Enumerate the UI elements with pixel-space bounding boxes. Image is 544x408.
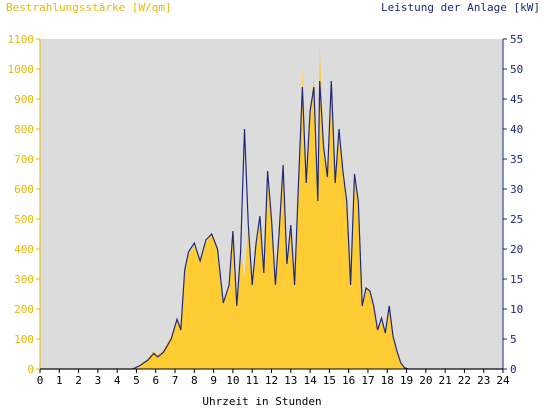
right-tick-label: 10 [510, 303, 523, 316]
x-tick-label: 5 [133, 374, 140, 387]
x-tick-label: 20 [419, 374, 432, 387]
x-tick-label: 7 [172, 374, 179, 387]
left-axis-label: Bestrahlungsstärke [W/qm] [6, 1, 172, 14]
x-tick-label: 24 [496, 374, 510, 387]
left-tick-label: 300 [14, 273, 34, 286]
left-tick-label: 500 [14, 213, 34, 226]
right-tick-label: 35 [510, 153, 523, 166]
x-tick-label: 6 [152, 374, 159, 387]
right-tick-label: 55 [510, 33, 523, 46]
x-tick-label: 10 [226, 374, 239, 387]
x-tick-label: 15 [323, 374, 336, 387]
series-layer [40, 45, 503, 370]
left-tick-label: 800 [14, 123, 34, 136]
right-tick-label: 15 [510, 273, 523, 286]
left-tick-label: 1000 [8, 63, 35, 76]
left-tick-label: 0 [27, 363, 34, 376]
x-tick-label: 1 [56, 374, 63, 387]
x-tick-label: 17 [361, 374, 374, 387]
right-axis-label: Leistung der Anlage [kW] [381, 1, 540, 14]
left-tick-label: 400 [14, 243, 34, 256]
x-tick-label: 19 [400, 374, 413, 387]
axes-layer: 0 1 2 3 4 5 6 7 8 9 10 11 12 13 14 15 16 17 18 19 20 21 22 23 24… [8, 33, 524, 387]
x-tick-label: 14 [303, 374, 317, 387]
left-tick-label: 900 [14, 93, 34, 106]
right-tick-label: 45 [510, 93, 523, 106]
left-tick-label: 600 [14, 183, 34, 196]
x-tick-label: 4 [114, 374, 121, 387]
x-tick-label: 8 [191, 374, 198, 387]
left-tick-label: 1100 [8, 33, 35, 46]
x-axis-title: Uhrzeit in Stunden [202, 395, 321, 408]
left-tick-label: 100 [14, 333, 34, 346]
right-tick-label: 25 [510, 213, 523, 226]
power-line [40, 80, 503, 370]
x-tick-label: 2 [75, 374, 82, 387]
right-tick-label: 5 [510, 333, 517, 346]
right-tick-label: 30 [510, 183, 523, 196]
x-tick-label: 12 [265, 374, 278, 387]
x-tick-label: 21 [439, 374, 452, 387]
x-tick-label: 18 [381, 374, 394, 387]
irradiance-area [40, 45, 503, 369]
right-tick-label: 50 [510, 63, 523, 76]
right-tick-label: 20 [510, 243, 523, 256]
right-tick-label: 40 [510, 123, 523, 136]
x-tick-label: 16 [342, 374, 355, 387]
x-tick-label: 11 [246, 374, 259, 387]
x-tick-label: 23 [477, 374, 490, 387]
x-tick-label: 22 [458, 374, 471, 387]
left-tick-label: 700 [14, 153, 34, 166]
x-tick-label: 0 [37, 374, 44, 387]
right-tick-label: 0 [510, 363, 517, 376]
x-tick-label: 3 [95, 374, 102, 387]
left-tick-label: 200 [14, 303, 34, 316]
x-tick-label: 13 [284, 374, 297, 387]
x-tick-label: 9 [210, 374, 217, 387]
